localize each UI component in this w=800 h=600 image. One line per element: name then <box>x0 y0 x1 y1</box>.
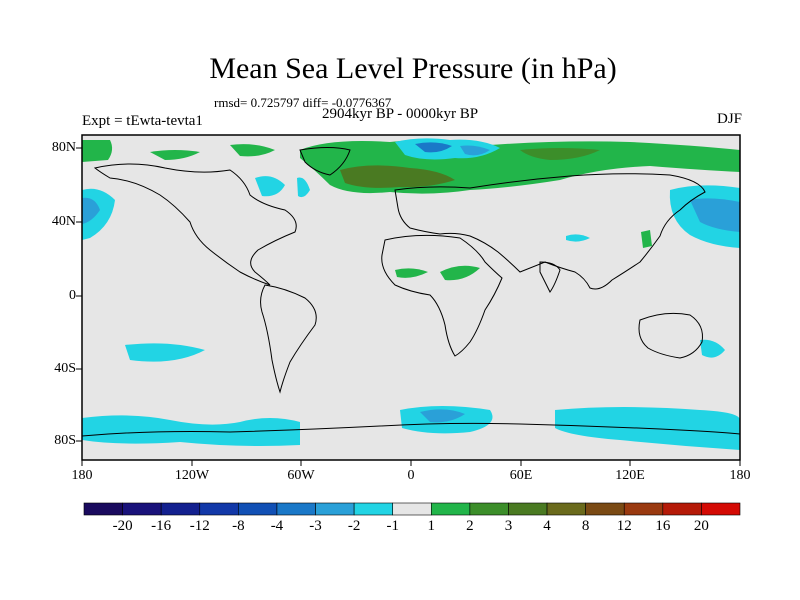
sahel-positive-west <box>395 268 428 278</box>
north-atlantic-negative <box>255 176 285 197</box>
greenland-positive <box>82 140 113 162</box>
colorbar-swatch <box>508 502 548 516</box>
colorbar-label: -3 <box>309 518 322 534</box>
south-pacific-negative <box>125 343 205 362</box>
colorbar-swatch <box>469 502 509 516</box>
lon-tick-label: 180 <box>71 468 93 483</box>
antarctic-strong-negative <box>420 409 465 423</box>
colorbar-swatch <box>546 502 586 516</box>
colorbar-label: -1 <box>386 518 399 534</box>
colorbar-label: 3 <box>504 518 513 534</box>
colorbar-swatch <box>122 502 162 516</box>
colorbar-swatch <box>430 502 471 516</box>
labrador-negative <box>297 177 310 198</box>
lon-tick-label: 120W <box>174 468 210 483</box>
canada-positive-2 <box>230 144 275 157</box>
antarctic-negative <box>82 415 300 446</box>
colorbar-swatch <box>623 502 664 516</box>
arctic-strong-negative <box>415 142 452 153</box>
colorbar-swatch <box>315 502 355 516</box>
colorbar-label: 2 <box>466 518 474 534</box>
lon-tick-label: 0 <box>407 468 415 483</box>
lat-tick-label: 0 <box>69 288 76 303</box>
colorbar-label: 4 <box>543 518 551 534</box>
siberia-strong-positive <box>340 165 455 188</box>
lon-tick-label: 180 <box>729 468 751 483</box>
colorbar-swatch <box>83 502 123 516</box>
colorbar-label: 1 <box>427 518 436 534</box>
colorbar-label: -20 <box>112 518 133 534</box>
season-label: DJF <box>716 111 742 127</box>
sahel-positive-east <box>440 265 480 281</box>
colorbar-label: -4 <box>270 518 284 534</box>
colorbar-swatch <box>392 502 432 516</box>
colorbar-label: 8 <box>581 518 590 534</box>
colorbar-swatch <box>701 502 741 516</box>
lon-tick-label: 60W <box>287 468 315 483</box>
chart-title: Mean Sea Level Pressure (in hPa) <box>209 52 617 85</box>
mediterranean-negative <box>566 234 590 242</box>
colorbar-label: -8 <box>232 518 245 534</box>
lat-tick-label: 40S <box>54 361 76 376</box>
colorbar-label: 16 <box>655 518 671 534</box>
rmsd-subtitle: rmsd= 0.725797 diff= -0.0776367 <box>214 95 392 110</box>
colorbar-swatch <box>353 502 394 516</box>
colorbar-swatch <box>238 502 278 516</box>
barents-negative <box>460 145 490 156</box>
eurasia-positive-patch <box>520 148 600 160</box>
axis-ticks <box>76 147 741 466</box>
colorbar-label: -2 <box>347 518 361 534</box>
japan-positive <box>641 230 652 248</box>
colorbar-swatch <box>662 502 702 516</box>
australia-negative <box>700 339 725 358</box>
lat-tick-label: 80S <box>54 433 76 448</box>
north-pacific-strong-west <box>82 197 100 224</box>
lon-tick-label: 60E <box>509 468 533 483</box>
colorbar-label: 12 <box>616 518 632 534</box>
canada-positive <box>150 150 200 160</box>
north-pacific-strong-east <box>690 198 740 232</box>
experiment-label: Expt = tEwta-tevta1 <box>82 113 203 129</box>
coastlines <box>81 147 741 437</box>
colorbar-label: 20 <box>693 518 709 534</box>
colorbar <box>83 502 741 516</box>
period-label: 2904kyr BP - 0000kyr BP <box>322 106 479 122</box>
colorbar-swatch <box>199 502 239 516</box>
lat-tick-label: 40N <box>51 214 76 229</box>
anomaly-fields <box>82 138 740 450</box>
colorbar-label: -12 <box>189 518 210 534</box>
colorbar-label: -16 <box>151 518 172 534</box>
colorbar-swatch <box>160 502 201 516</box>
colorbar-swatch <box>585 502 625 516</box>
lat-tick-label: 80N <box>51 140 76 155</box>
colorbar-swatch <box>276 502 316 516</box>
lon-tick-label: 120E <box>615 468 645 483</box>
